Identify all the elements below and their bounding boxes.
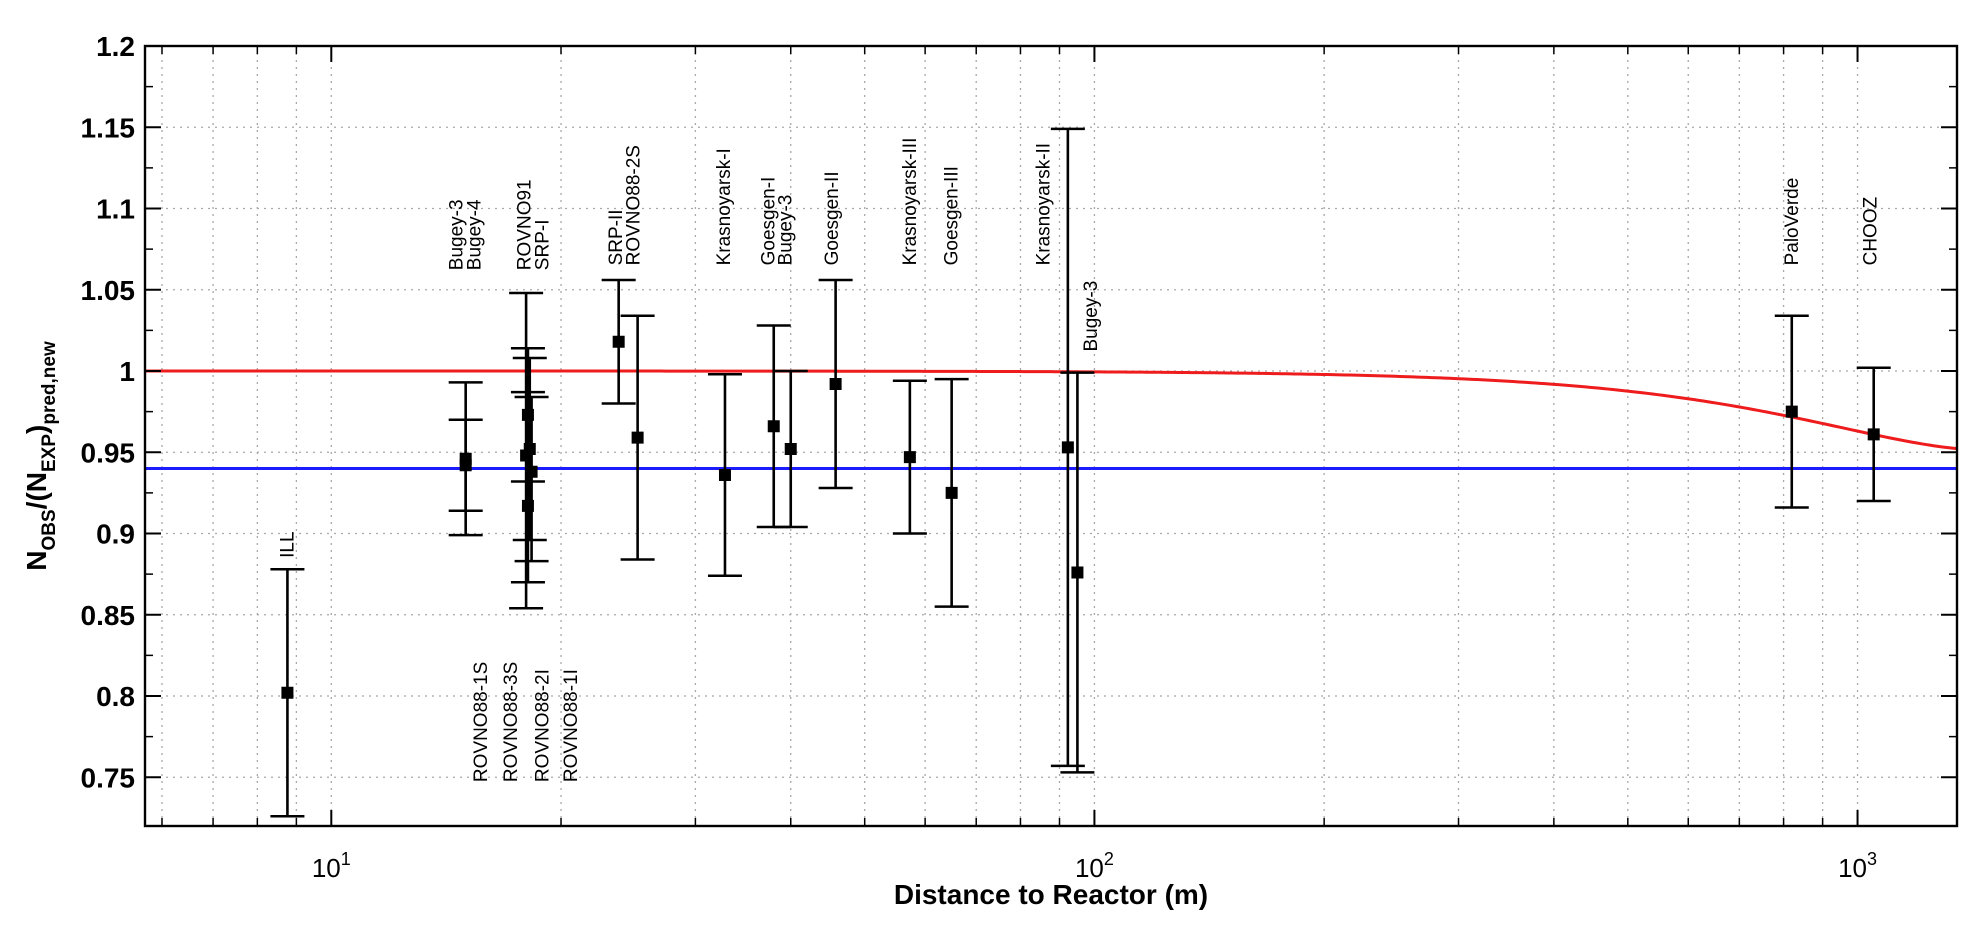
experiment-label: SRP-II <box>606 209 627 265</box>
y-tick-label: 0.8 <box>96 681 135 712</box>
x-axis-title: Distance to Reactor (m) <box>894 879 1208 910</box>
x-tick-label: 102 <box>1075 849 1114 883</box>
experiment-label: ILL <box>277 531 298 557</box>
point-marker <box>903 451 916 464</box>
y-tick-label: 1.1 <box>96 194 135 225</box>
data-point <box>448 418 483 513</box>
experiment-label: Bugey-3 <box>1081 281 1102 352</box>
data-point <box>601 278 636 405</box>
x-tick-base: 10 <box>312 853 341 883</box>
y-tick-label: 1.2 <box>96 31 135 62</box>
point-marker <box>718 469 731 481</box>
x-tick-exponent: 2 <box>1104 849 1114 869</box>
x-tick-base: 10 <box>1075 853 1104 883</box>
y-tick-label: 0.9 <box>96 519 135 550</box>
y-tick-label: 1.05 <box>81 275 136 306</box>
y-tick-label: 0.75 <box>81 762 136 793</box>
point-marker <box>523 443 536 455</box>
y-tick-label: 1 <box>119 356 135 387</box>
data-point <box>934 377 969 608</box>
point-marker <box>525 465 538 478</box>
y-title-pred: pred,new <box>39 341 60 425</box>
experiment-label: Goesgen-II <box>822 171 843 265</box>
curve-layer <box>145 369 1958 470</box>
y-tick-label: 0.95 <box>81 437 136 468</box>
y-title-n: N <box>21 551 52 571</box>
y-title-exp: EXP <box>39 434 60 472</box>
experiment-label: Bugey-4 <box>464 199 485 270</box>
data-point-layer <box>270 127 1891 818</box>
point-marker <box>631 431 644 444</box>
x-tick-exponent: 3 <box>1867 849 1877 869</box>
experiment-label: ROVNO88-1S <box>471 662 492 782</box>
point-marker <box>1867 428 1880 441</box>
point-marker <box>767 420 780 433</box>
experiment-label: CHOOZ <box>1861 196 1882 265</box>
y-tick-label: 1.15 <box>81 112 136 143</box>
data-point <box>892 379 927 535</box>
data-point <box>620 314 655 561</box>
experiment-label: ROVNO88-1I <box>561 669 582 782</box>
experiment-label: ROVNO88-3S <box>501 662 522 782</box>
y-title-obs: OBS <box>39 509 60 550</box>
y-title-close: ) <box>21 425 52 434</box>
plot-frame <box>143 44 1959 828</box>
point-marker <box>1071 566 1084 579</box>
data-point <box>1774 314 1809 509</box>
experiment-label: Goesgen-I <box>759 177 780 266</box>
y-axis-title: NOBS/(NEXP)pred,new <box>21 341 60 571</box>
red-oscillation-curve <box>145 369 1958 451</box>
data-point <box>1050 127 1085 768</box>
data-point <box>773 369 808 529</box>
point-marker <box>281 686 294 699</box>
experiment-label: PaloVerde <box>1782 178 1803 266</box>
point-marker <box>829 378 842 390</box>
y-title-mid: /(N <box>21 472 52 509</box>
experiment-label: ROVNO91 <box>514 179 535 270</box>
experiment-label: SRP-I <box>532 220 553 271</box>
experiment-label: Krasnoyarsk-II <box>1034 143 1055 265</box>
data-point <box>707 372 742 578</box>
data-point <box>510 390 545 584</box>
experiment-label: ROVNO88-2I <box>532 669 553 782</box>
x-tick-exponent: 1 <box>341 849 351 869</box>
experiment-label: ROVNO88-2S <box>624 145 645 265</box>
experiment-label: Bugey-3 <box>776 195 797 266</box>
data-point <box>818 278 853 490</box>
point-marker <box>945 486 958 499</box>
x-tick-label: 103 <box>1838 849 1877 883</box>
experiment-label: Krasnoyarsk-III <box>900 138 921 266</box>
experiment-label: Goesgen-III <box>942 166 963 265</box>
data-point <box>1856 366 1891 503</box>
data-point <box>514 395 549 563</box>
x-tick-base: 10 <box>1838 853 1867 883</box>
data-point <box>270 567 305 818</box>
y-tick-label: 0.85 <box>81 600 136 631</box>
point-marker <box>612 335 625 348</box>
experiment-label: Bugey-3 <box>447 199 468 270</box>
data-point <box>1060 371 1095 774</box>
x-tick-label: 101 <box>312 849 351 883</box>
point-marker <box>784 443 797 455</box>
point-marker <box>459 459 472 472</box>
data-point <box>756 324 791 529</box>
point-marker <box>1785 405 1798 418</box>
data-point <box>512 356 547 542</box>
point-marker <box>1061 441 1074 454</box>
experiment-label: Krasnoyarsk-I <box>714 148 735 265</box>
